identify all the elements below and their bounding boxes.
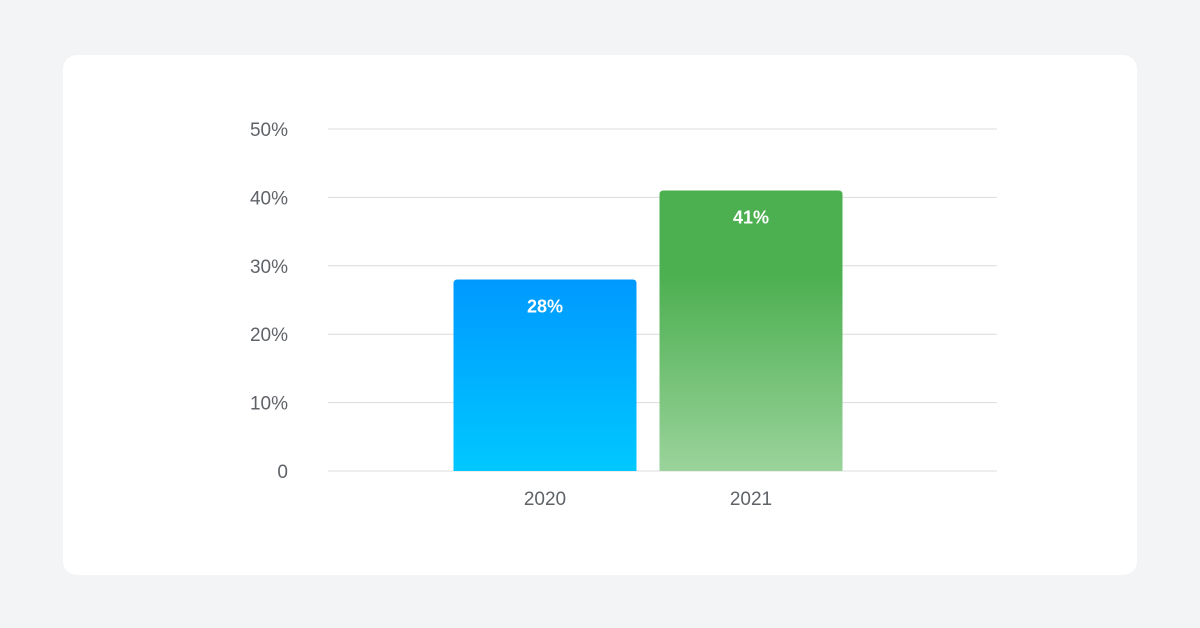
bar-value-label-2020: 28% [527, 296, 563, 316]
bar-2020 [453, 279, 637, 471]
bar-value-label-2021: 41% [733, 208, 769, 228]
chart-card: 0 10% 20% 30% 40% 50% 28% 41% 2020 2021 [63, 55, 1137, 575]
x-tick-label-2021: 2021 [730, 489, 772, 510]
bar-value-labels: 28% 41% [527, 208, 769, 317]
x-tick-label-2020: 2020 [524, 489, 566, 510]
y-tick-label: 40% [250, 188, 288, 209]
y-tick-label: 20% [250, 325, 288, 346]
y-tick-label: 50% [250, 120, 288, 141]
x-axis-ticks: 2020 2021 [524, 489, 772, 510]
bars [453, 190, 843, 471]
y-axis-ticks: 0 10% 20% 30% 40% 50% [250, 120, 288, 483]
y-tick-label: 10% [250, 394, 288, 415]
bar-2021 [659, 190, 843, 471]
y-tick-label: 30% [250, 257, 288, 278]
bar-chart: 0 10% 20% 30% 40% 50% 28% 41% 2020 2021 [250, 120, 997, 510]
y-tick-label: 0 [277, 462, 288, 483]
